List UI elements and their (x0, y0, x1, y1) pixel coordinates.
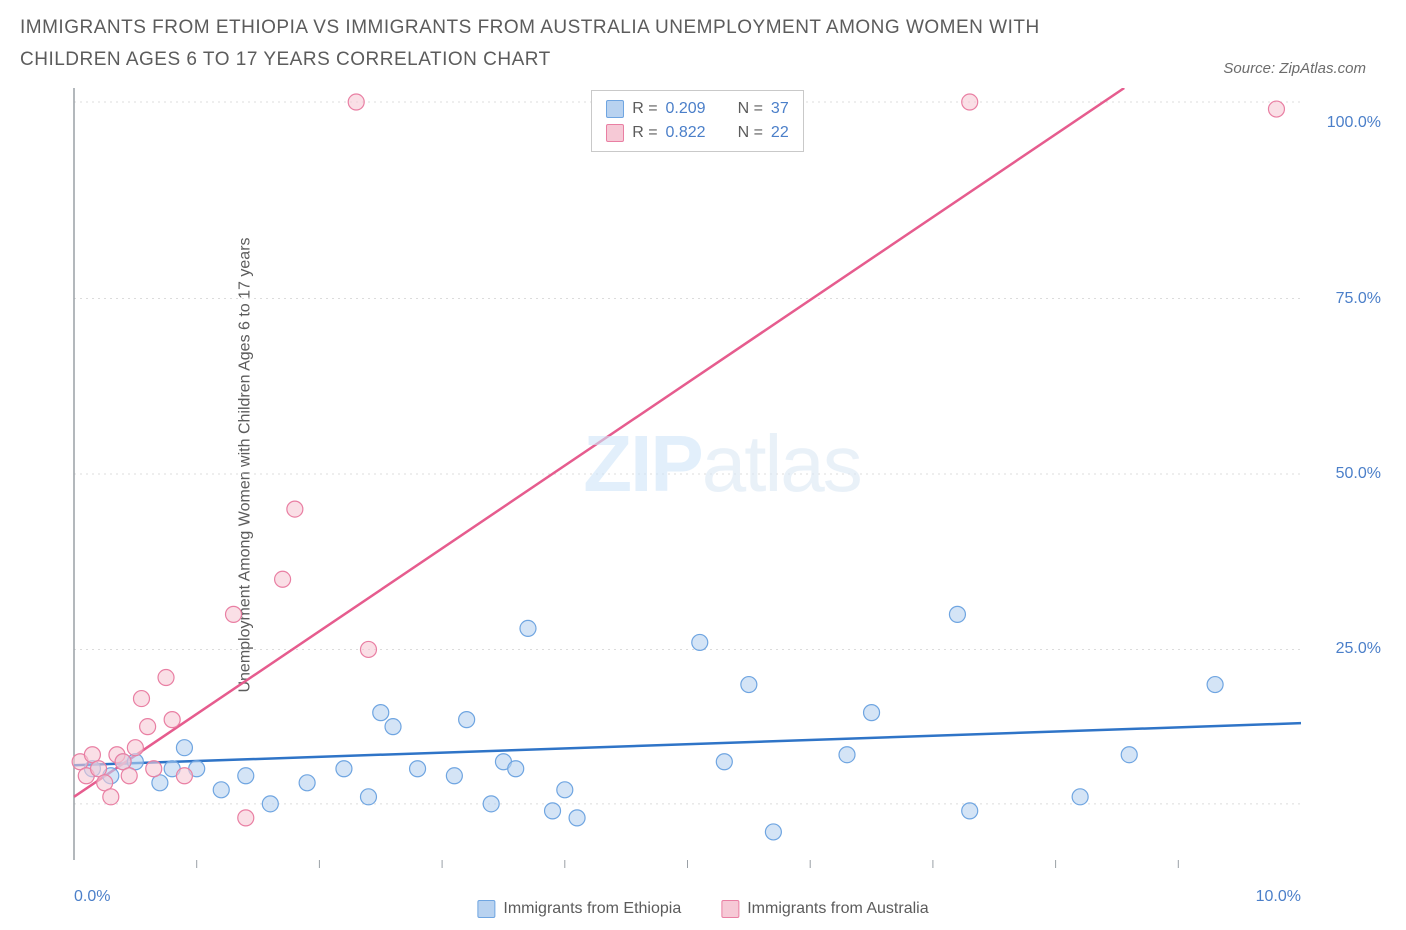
data-point (158, 670, 174, 686)
data-point (238, 810, 254, 826)
data-point (765, 824, 781, 840)
data-point (1268, 101, 1284, 117)
data-point (545, 803, 561, 819)
x-tick-label: 10.0% (1256, 888, 1301, 906)
legend: Immigrants from Ethiopia Immigrants from… (477, 900, 928, 918)
legend-swatch (477, 900, 495, 918)
data-point (557, 782, 573, 798)
scatter-plot-svg (68, 88, 1376, 872)
legend-swatch (606, 124, 624, 142)
data-point (360, 641, 376, 657)
data-point (226, 606, 242, 622)
data-point (176, 768, 192, 784)
stats-row: R = 0.209 N = 37 (606, 97, 789, 121)
correlation-stats-box: R = 0.209 N = 37 R = 0.822 N = 22 (591, 90, 804, 152)
data-point (213, 782, 229, 798)
data-point (146, 761, 162, 777)
data-point (962, 803, 978, 819)
source-attribution: Source: ZipAtlas.com (1223, 60, 1386, 77)
x-tick-label: 0.0% (74, 888, 110, 906)
data-point (692, 634, 708, 650)
data-point (520, 620, 536, 636)
legend-swatch (606, 100, 624, 118)
data-point (508, 761, 524, 777)
data-point (373, 705, 389, 721)
data-point (839, 747, 855, 763)
data-point (360, 789, 376, 805)
legend-item: Immigrants from Ethiopia (477, 900, 681, 918)
data-point (1072, 789, 1088, 805)
data-point (741, 677, 757, 693)
data-point (716, 754, 732, 770)
data-point (133, 691, 149, 707)
legend-label: Immigrants from Ethiopia (503, 900, 681, 918)
y-tick-label: 25.0% (1336, 640, 1381, 658)
data-point (176, 740, 192, 756)
data-point (103, 789, 119, 805)
data-point (336, 761, 352, 777)
data-point (238, 768, 254, 784)
data-point (1121, 747, 1137, 763)
data-point (385, 719, 401, 735)
data-point (446, 768, 462, 784)
y-tick-label: 50.0% (1336, 465, 1381, 483)
stats-row: R = 0.822 N = 22 (606, 121, 789, 145)
data-point (459, 712, 475, 728)
data-point (164, 712, 180, 728)
chart-title: IMMIGRANTS FROM ETHIOPIA VS IMMIGRANTS F… (20, 12, 1120, 77)
legend-swatch (721, 900, 739, 918)
chart-plot-area: ZIPatlas R = 0.209 N = 37 R = 0.822 N = … (68, 88, 1376, 872)
data-point (275, 571, 291, 587)
data-point (949, 606, 965, 622)
data-point (262, 796, 278, 812)
legend-item: Immigrants from Australia (721, 900, 928, 918)
data-point (569, 810, 585, 826)
data-point (299, 775, 315, 791)
data-point (127, 740, 143, 756)
data-point (410, 761, 426, 777)
data-point (287, 501, 303, 517)
data-point (962, 94, 978, 110)
y-tick-label: 75.0% (1336, 290, 1381, 308)
data-point (1207, 677, 1223, 693)
legend-label: Immigrants from Australia (747, 900, 928, 918)
data-point (140, 719, 156, 735)
data-point (348, 94, 364, 110)
data-point (864, 705, 880, 721)
data-point (121, 768, 137, 784)
data-point (483, 796, 499, 812)
y-tick-label: 100.0% (1327, 114, 1381, 132)
